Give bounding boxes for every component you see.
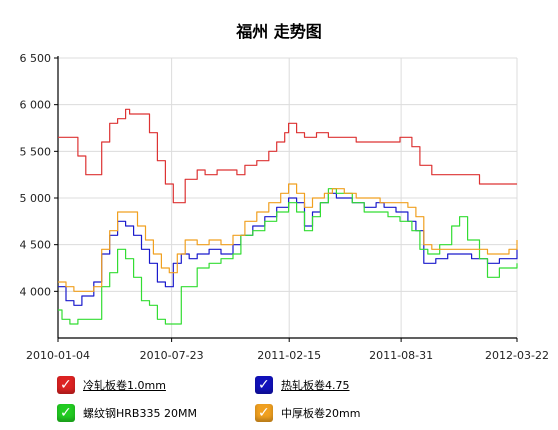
y-tick-label: 5 500 bbox=[20, 145, 52, 158]
legend: ✓ 冷轧板卷1.0mm ✓ 热轧板卷4.75 ✓ 螺纹钢HRB335 20MM … bbox=[0, 370, 558, 430]
series-line-0 bbox=[58, 108, 517, 204]
legend-item-rebar[interactable]: ✓ 螺纹钢HRB335 20MM bbox=[57, 403, 197, 423]
checkbox-check-icon: ✓ bbox=[258, 405, 270, 421]
x-tick-label: 2010-07-23 bbox=[140, 349, 204, 362]
legend-label-hot-rolled: 热轧板卷4.75 bbox=[281, 379, 350, 392]
x-tick-label: 2012-03-22 bbox=[485, 349, 549, 362]
legend-swatch-rebar[interactable]: ✓ bbox=[57, 404, 75, 422]
chart-title: 福州 走势图 bbox=[236, 22, 322, 41]
legend-item-hot-rolled[interactable]: ✓ 热轧板卷4.75 bbox=[255, 375, 350, 395]
checkbox-check-icon: ✓ bbox=[258, 377, 270, 393]
y-tick-label: 6 000 bbox=[20, 99, 52, 112]
y-tick-label: 4 000 bbox=[20, 285, 52, 298]
legend-swatch-hot-rolled[interactable]: ✓ bbox=[255, 376, 273, 394]
x-tick-label: 2010-01-04 bbox=[26, 349, 90, 362]
legend-label-rebar: 螺纹钢HRB335 20MM bbox=[83, 407, 197, 420]
y-tick-label: 6 500 bbox=[20, 52, 52, 65]
legend-item-medium-plate[interactable]: ✓ 中厚板卷20mm bbox=[255, 403, 360, 423]
checkbox-check-icon: ✓ bbox=[60, 405, 72, 421]
x-tick-label: 2011-02-15 bbox=[257, 349, 321, 362]
y-tick-label: 5 000 bbox=[20, 192, 52, 205]
checkbox-check-icon: ✓ bbox=[60, 377, 72, 393]
legend-label-medium-plate: 中厚板卷20mm bbox=[281, 407, 361, 420]
series-line-3 bbox=[58, 183, 518, 292]
x-tick-label: 2011-08-31 bbox=[369, 349, 433, 362]
legend-item-cold-rolled[interactable]: ✓ 冷轧板卷1.0mm bbox=[57, 375, 166, 395]
legend-swatch-cold-rolled[interactable]: ✓ bbox=[57, 376, 75, 394]
series-line-2 bbox=[58, 188, 518, 325]
legend-label-cold-rolled: 冷轧板卷1.0mm bbox=[83, 379, 166, 392]
y-tick-label: 4 500 bbox=[20, 239, 52, 252]
line-chart-svg: 6 500 6 000 5 500 5 000 4 500 4 000 2010-01-04… bbox=[20, 52, 549, 362]
legend-swatch-medium-plate[interactable]: ✓ bbox=[255, 404, 273, 422]
